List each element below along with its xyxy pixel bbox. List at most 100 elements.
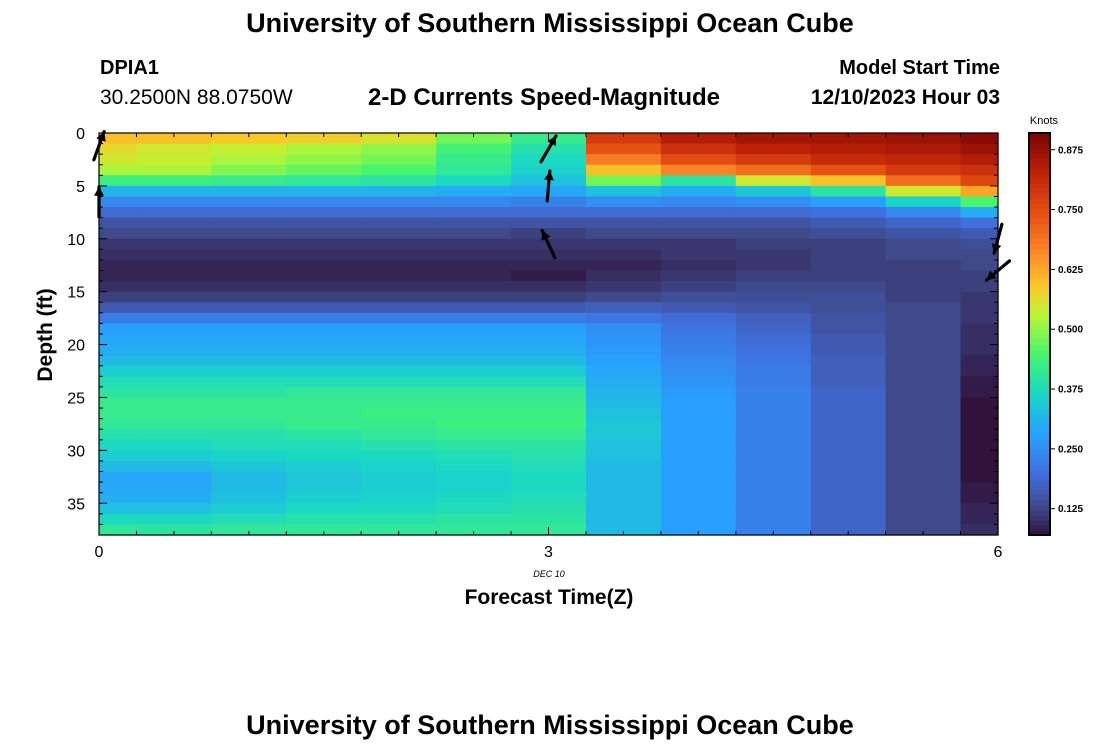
heatmap-cell xyxy=(436,355,512,367)
heatmap-cell xyxy=(660,185,737,198)
heatmap-cell xyxy=(436,376,512,388)
heatmap-cell xyxy=(136,164,212,176)
heatmap-cell xyxy=(735,302,812,314)
colorbar-tick-label: 0.750 xyxy=(1058,205,1083,216)
heatmap-cell xyxy=(286,143,362,155)
station-coordinates: 30.2500N 88.0750W xyxy=(100,86,293,109)
plot-axes: 0 5 10 15 20 25 30 35 0 3 6 xyxy=(67,126,1002,561)
heatmap-cell xyxy=(511,270,587,282)
heatmap-cell xyxy=(885,376,962,388)
heatmap-cell xyxy=(136,259,212,272)
heatmap-cell xyxy=(436,281,512,293)
heatmap-cell xyxy=(660,238,737,250)
heatmap-cell xyxy=(585,408,662,420)
heatmap-cell xyxy=(511,196,587,208)
heatmap-cell xyxy=(436,418,512,430)
heatmap-cell xyxy=(211,143,287,155)
heatmap-cell xyxy=(810,228,887,240)
heatmap-cell xyxy=(136,460,212,473)
heatmap-cell xyxy=(735,418,812,430)
heatmap-cell xyxy=(361,217,437,229)
heatmap-cell xyxy=(211,291,287,303)
heatmap-cell xyxy=(436,334,512,346)
heatmap-cell xyxy=(960,376,999,388)
heatmap-cell xyxy=(885,207,962,219)
heatmap-cell xyxy=(99,503,138,515)
heatmap-cell xyxy=(735,513,812,526)
heatmap-cell xyxy=(511,228,587,240)
heatmap-cell xyxy=(99,460,138,473)
heatmap-cell xyxy=(361,270,437,282)
heatmap-cell xyxy=(211,429,287,441)
heatmap-cell xyxy=(810,291,887,303)
heatmap-cell xyxy=(286,185,362,198)
heatmap-cell xyxy=(99,207,138,219)
heatmap-cell xyxy=(735,207,812,219)
heatmap-cell xyxy=(660,408,737,420)
heatmap-cell xyxy=(436,238,512,250)
colorbar-tick-label: 0.625 xyxy=(1058,265,1083,276)
heatmap-cell xyxy=(660,450,737,462)
heatmap-cell xyxy=(99,154,138,166)
heatmap-cell xyxy=(810,418,887,430)
heatmap-cell xyxy=(286,323,362,335)
heatmap-cell xyxy=(810,386,887,399)
heatmap-cell xyxy=(585,503,662,515)
heatmap-cell xyxy=(960,513,999,526)
heatmap-cell xyxy=(735,217,812,229)
heatmap-cell xyxy=(436,259,512,272)
heatmap-cell xyxy=(136,408,212,420)
heatmap-cell xyxy=(136,238,212,250)
heatmap-cell xyxy=(286,228,362,240)
heatmap-cell xyxy=(361,376,437,388)
heatmap-cell xyxy=(361,397,437,409)
heatmap-cell xyxy=(885,524,962,536)
heatmap-cell xyxy=(660,386,737,399)
heatmap-cell xyxy=(735,133,812,145)
heatmap-cell xyxy=(735,238,812,250)
heatmap-cell xyxy=(99,429,138,441)
heatmap-cell xyxy=(511,344,587,356)
heatmap-cell xyxy=(885,450,962,462)
heatmap-cell xyxy=(136,291,212,303)
heatmap-cell xyxy=(511,397,587,409)
heatmap-cell xyxy=(810,439,887,451)
colorbar-tick-label: 0.125 xyxy=(1058,504,1083,515)
heatmap-cell xyxy=(361,513,437,526)
heatmap-cell xyxy=(511,492,587,504)
heatmap-cell xyxy=(585,418,662,430)
heatmap-cell xyxy=(735,408,812,420)
heatmap-cell xyxy=(810,154,887,166)
heatmap-cell xyxy=(286,429,362,441)
heatmap-cell xyxy=(361,207,437,219)
heatmap-cell xyxy=(960,207,999,219)
heatmap-cell xyxy=(511,513,587,526)
heatmap-cell xyxy=(735,355,812,367)
heatmap-cell xyxy=(585,302,662,314)
heatmap-cell xyxy=(136,312,212,325)
heatmap-cell xyxy=(361,238,437,250)
heatmap-cell xyxy=(211,355,287,367)
heatmap-cell xyxy=(885,217,962,229)
heatmap-cell xyxy=(361,344,437,356)
heatmap-cell xyxy=(735,482,812,494)
heatmap-cell xyxy=(735,270,812,282)
heatmap-cell xyxy=(286,482,362,494)
heatmap-cell xyxy=(735,365,812,377)
heatmap-cell xyxy=(511,471,587,483)
heatmap-cell xyxy=(660,133,737,145)
heatmap-cell xyxy=(885,492,962,504)
heatmap-cell xyxy=(735,291,812,303)
heatmap-cell xyxy=(436,207,512,219)
heatmap-cell xyxy=(885,418,962,430)
heatmap-cell xyxy=(585,334,662,346)
heatmap-cell xyxy=(211,175,287,187)
heatmap-cell xyxy=(211,376,287,388)
heatmap-cell xyxy=(136,217,212,229)
heatmap-cell xyxy=(511,439,587,451)
heatmap-cell xyxy=(960,185,999,198)
heatmap-cell xyxy=(511,355,587,367)
heatmap-cell xyxy=(286,291,362,303)
heatmap-cell xyxy=(436,408,512,420)
heatmap-cell xyxy=(286,164,362,176)
